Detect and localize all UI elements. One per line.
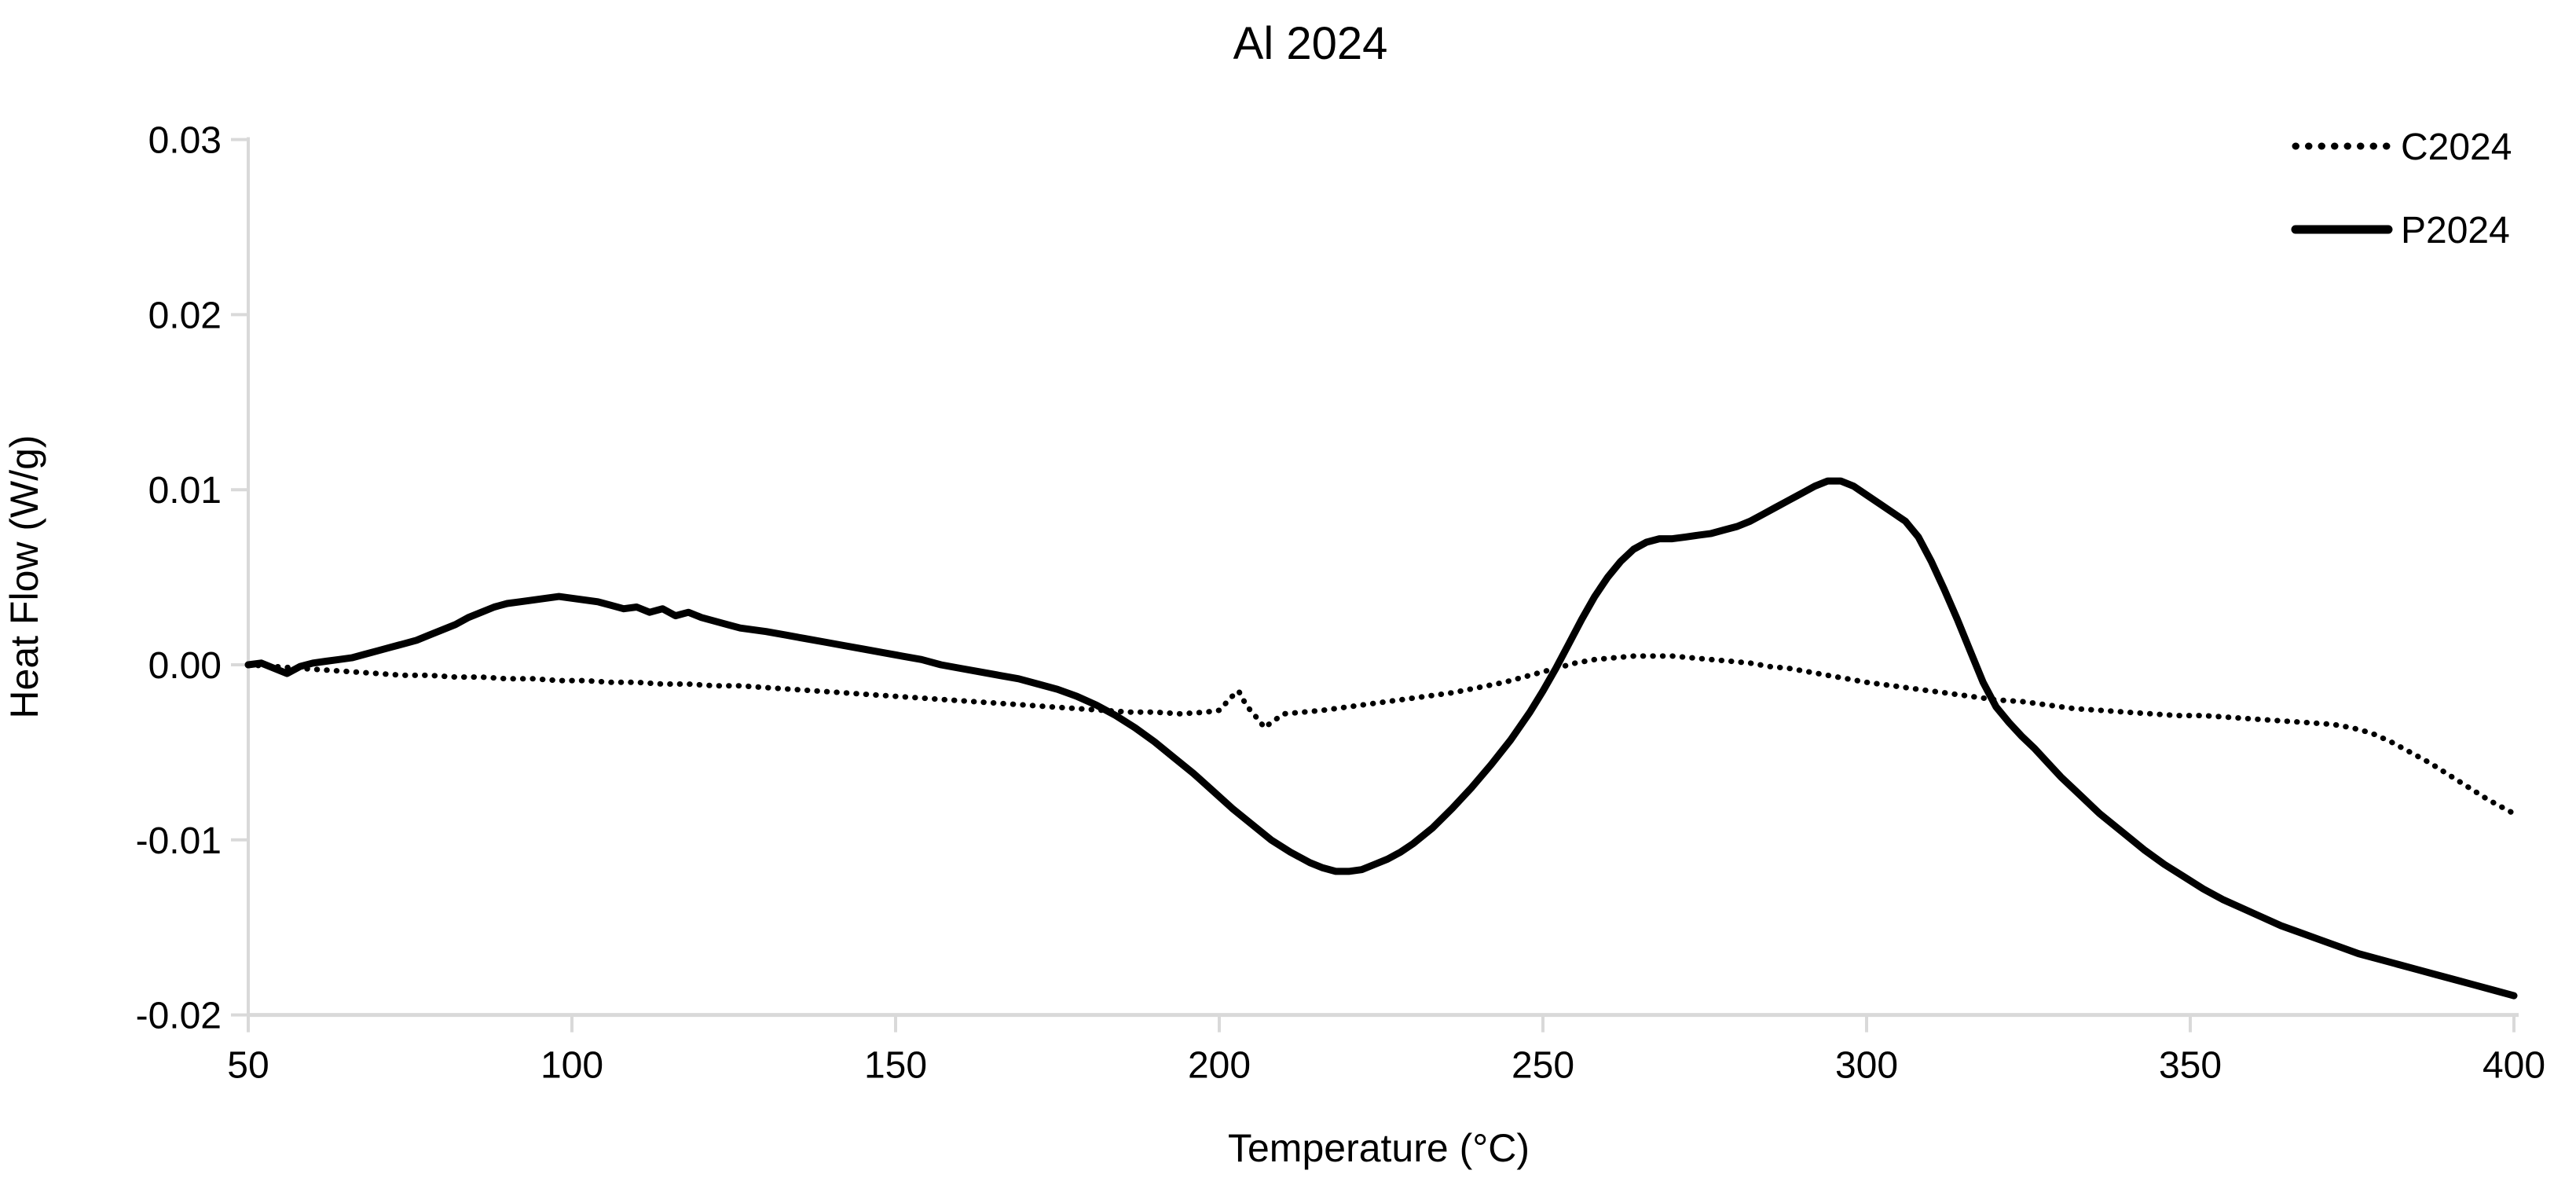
y-tick-label: 0.02 xyxy=(148,295,222,336)
series-curve-c2024 xyxy=(245,653,2517,816)
y-tick-label: -0.01 xyxy=(136,820,222,862)
series-layer xyxy=(244,477,2518,1000)
y-axis-title: Heat Flow (W/g) xyxy=(2,435,46,718)
x-axis-title: Temperature (°C) xyxy=(1228,1126,1530,1170)
x-tick-label: 250 xyxy=(1512,1045,1574,1087)
x-tick-label: 150 xyxy=(864,1045,927,1087)
series-curve-p2024 xyxy=(244,477,2518,1000)
legend-label-p2024: P2024 xyxy=(2401,210,2510,251)
x-tick-label: 50 xyxy=(227,1045,269,1087)
x-tick-label: 300 xyxy=(1835,1045,1898,1087)
y-tick-label: 0.01 xyxy=(148,470,222,512)
x-tick-label: 100 xyxy=(540,1045,603,1087)
legend-label-c2024: C2024 xyxy=(2401,127,2512,168)
y-tick-label: 0.00 xyxy=(148,645,222,687)
x-tick-label: 400 xyxy=(2483,1045,2545,1087)
chart-title: Al 2024 xyxy=(1233,18,1388,69)
legend: C2024 P2024 xyxy=(2291,127,2512,251)
y-tick-label: -0.02 xyxy=(136,996,222,1037)
x-tick-label: 350 xyxy=(2159,1045,2222,1087)
x-tick-label: 200 xyxy=(1188,1045,1251,1087)
y-tick-label: 0.03 xyxy=(148,120,222,162)
